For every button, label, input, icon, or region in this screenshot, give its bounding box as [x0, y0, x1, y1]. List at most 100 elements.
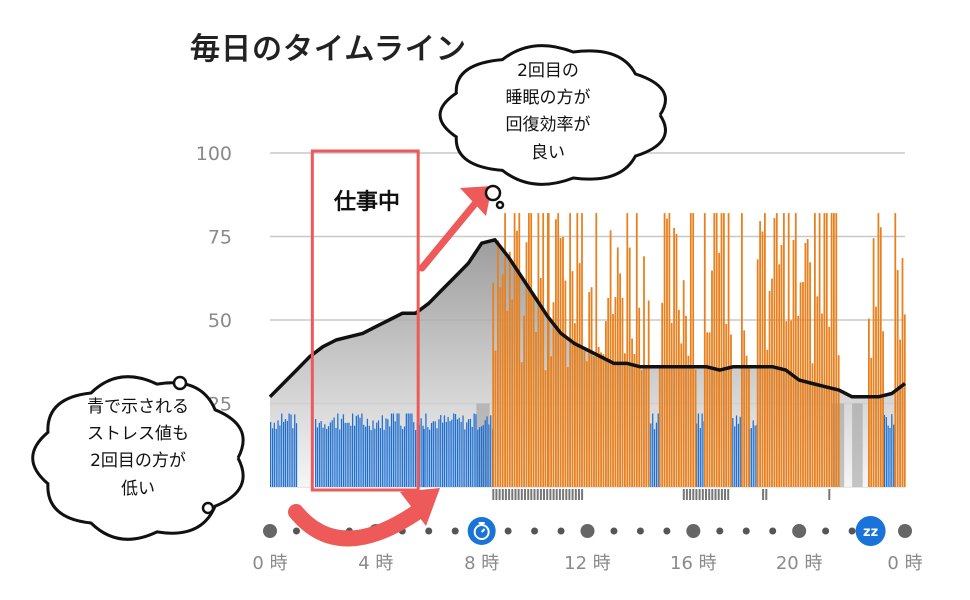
- stress-bar-orange: [539, 278, 542, 487]
- stress-bar-orange: [678, 309, 680, 487]
- stress-bar-orange: [783, 213, 785, 487]
- bubble-left: [31, 375, 245, 541]
- stress-bar-blue: [381, 415, 383, 487]
- bubble-top: [438, 44, 667, 210]
- stress-bar-blue: [320, 421, 322, 487]
- stress-bar-orange: [730, 334, 732, 487]
- activity-tick: [533, 489, 536, 500]
- stress-bar-orange: [689, 213, 692, 487]
- stress-bar-orange: [703, 213, 706, 487]
- stress-bar-blue: [473, 413, 475, 487]
- stress-bar-blue: [486, 416, 488, 487]
- activity-tick: [701, 489, 704, 500]
- stress-bar-orange: [903, 314, 906, 487]
- stress-bar-blue: [451, 419, 453, 487]
- stress-bar-blue: [271, 428, 274, 487]
- stress-bar-orange: [748, 365, 750, 487]
- stress-bar-orange: [590, 287, 593, 487]
- stress-bar-orange: [830, 213, 833, 487]
- stress-bar-blue: [383, 429, 385, 487]
- stress-bar-blue: [377, 420, 380, 487]
- activity-tick: [698, 489, 701, 500]
- activity-tick: [501, 489, 504, 500]
- stress-bar-blue: [734, 426, 736, 487]
- activity-tick: [708, 489, 711, 500]
- stress-bar-orange: [792, 240, 795, 487]
- stress-bar-orange: [663, 213, 666, 487]
- stress-bar-orange: [506, 310, 509, 487]
- stress-bar-blue: [284, 419, 287, 487]
- stress-bar-orange: [816, 296, 819, 487]
- stress-bar-orange: [670, 322, 673, 487]
- stress-bar-blue: [283, 421, 285, 487]
- stress-bar-blue: [405, 413, 407, 487]
- stress-bar-orange: [771, 278, 773, 487]
- stress-bar-blue: [475, 414, 477, 487]
- stress-bar-orange: [901, 258, 904, 487]
- stress-bar-orange: [723, 213, 725, 487]
- battery-line: [268, 238, 907, 399]
- stress-bar-orange: [896, 270, 899, 487]
- stress-bar-orange: [720, 213, 723, 487]
- stress-bar-orange: [713, 213, 716, 487]
- stress-bar-blue: [357, 414, 359, 487]
- stress-bar-orange: [516, 230, 518, 487]
- stress-bar-blue: [275, 428, 277, 487]
- stress-bar-blue: [429, 429, 431, 487]
- stress-bar-blue: [379, 428, 382, 487]
- stress-bar-blue: [324, 424, 326, 487]
- stress-bar-orange: [497, 240, 499, 487]
- stress-bar-orange: [682, 280, 685, 487]
- stress-bar-orange: [564, 280, 567, 487]
- stress-bar-blue: [464, 429, 466, 487]
- stress-bar-orange: [542, 213, 545, 487]
- stress-bar-orange: [588, 292, 591, 487]
- timeline-dot-large: [580, 524, 595, 538]
- activity-tick: [543, 489, 545, 500]
- stress-bar-blue: [434, 421, 436, 487]
- timeline-dot: [636, 527, 644, 535]
- stress-bar-blue: [355, 415, 357, 487]
- stress-bar-blue: [442, 422, 444, 487]
- activity-tick: [581, 489, 584, 500]
- stress-bar-blue: [366, 418, 369, 487]
- stress-bar-blue: [372, 420, 374, 487]
- stress-bar-orange: [576, 213, 579, 487]
- stress-bar-blue: [286, 420, 288, 487]
- stress-bar-blue: [396, 413, 398, 487]
- stress-bar-orange: [708, 332, 711, 487]
- stress-bar-orange: [872, 238, 875, 487]
- stress-bar-blue: [335, 427, 337, 487]
- stress-bar-orange: [797, 315, 800, 487]
- activity-tick: [495, 489, 498, 500]
- stress-bar-orange: [775, 213, 778, 487]
- stress-bar-orange: [745, 355, 748, 487]
- stress-bar-orange: [680, 343, 683, 487]
- bubble-left-line: 青で示される: [87, 397, 189, 417]
- activity-tick: [724, 489, 726, 500]
- bubble-top-tail: [495, 200, 505, 210]
- stress-bar-orange: [566, 367, 569, 487]
- stress-bar-orange: [814, 213, 816, 487]
- stress-bar-orange: [694, 369, 697, 487]
- stress-bar-orange: [633, 353, 636, 487]
- stress-bar-blue: [407, 413, 409, 487]
- stress-bar-orange: [773, 218, 776, 487]
- stress-bar-blue: [402, 429, 404, 487]
- y-tick-label: 75: [208, 227, 232, 249]
- stress-bar-blue: [699, 428, 701, 487]
- stress-bar-orange: [711, 270, 713, 487]
- stress-bar-orange: [605, 321, 607, 487]
- timeline-dot: [822, 527, 830, 535]
- stress-bar-orange: [602, 354, 605, 487]
- stress-bar-blue: [471, 426, 473, 487]
- stress-bar-blue: [281, 413, 283, 487]
- activity-tick: [828, 489, 831, 500]
- stress-bars: [270, 213, 906, 488]
- stress-bar-orange: [787, 213, 790, 487]
- stress-bar-blue: [735, 415, 738, 487]
- stress-bar-orange: [658, 367, 661, 487]
- stress-bar-blue: [482, 425, 484, 487]
- stress-bar-orange: [583, 350, 586, 487]
- stopwatch-icon: [467, 517, 496, 545]
